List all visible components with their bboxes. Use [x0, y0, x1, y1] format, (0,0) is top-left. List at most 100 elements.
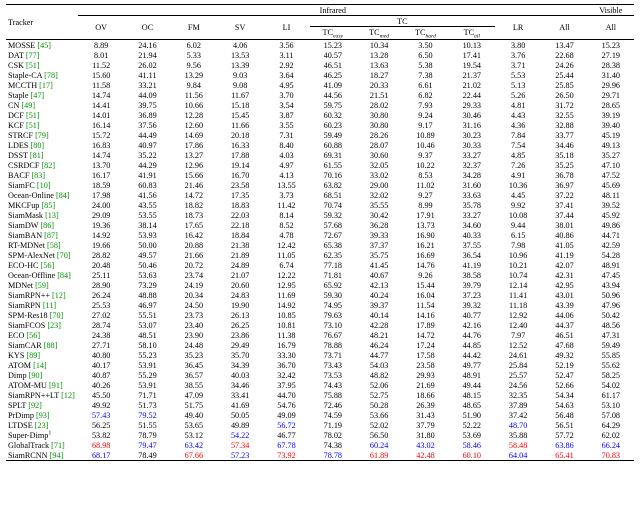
cell: 18.59 [78, 180, 124, 190]
cell: 15.23 [588, 40, 634, 51]
tracker-name: ECO-HC [56] [6, 260, 78, 270]
cell: 55.51 [124, 310, 170, 320]
cell: 26.13 [217, 310, 263, 320]
cell: 33.30 [263, 350, 309, 360]
cell: 70.83 [588, 450, 634, 461]
cell: 31.60 [449, 180, 495, 190]
cell: 9.24 [402, 110, 448, 120]
tracker-header: Tracker [6, 5, 78, 40]
cell: 40.26 [78, 380, 124, 390]
cell: 48.11 [588, 190, 634, 200]
cell: 71.71 [124, 390, 170, 400]
table-row: CSRDCF [82]13.7044.2912.9619.144.9761.55… [6, 160, 634, 170]
cell: 34.28 [449, 170, 495, 180]
cell: 30.33 [449, 140, 495, 150]
cell: 36.78 [541, 170, 587, 180]
cell: 12.95 [263, 280, 309, 290]
col-lr: LR [495, 16, 541, 40]
cell: 22.68 [541, 50, 587, 60]
cell: 30.80 [356, 120, 402, 130]
tracker-name: LDES [80] [6, 140, 78, 150]
cell: 56.25 [78, 420, 124, 430]
cell: 53.91 [124, 360, 170, 370]
cell: 49.09 [263, 410, 309, 420]
cell: 29.93 [402, 370, 448, 380]
cell: 47.31 [588, 330, 634, 340]
cell: 11.69 [263, 290, 309, 300]
cell: 15.66 [171, 170, 217, 180]
cell: 44.37 [541, 320, 587, 330]
col-ov: OV [78, 16, 124, 40]
cell: 59.32 [310, 210, 356, 220]
cell: 9.03 [217, 70, 263, 80]
col-fm: FM [171, 16, 217, 40]
tracker-name: KYS [89] [6, 350, 78, 360]
cell: 49.40 [171, 410, 217, 420]
cell: 37.89 [495, 400, 541, 410]
cell: 20.72 [171, 260, 217, 270]
cell: 7.98 [495, 240, 541, 250]
cell: 67.78 [263, 440, 309, 450]
cell: 24.89 [217, 260, 263, 270]
cell: 40.80 [78, 350, 124, 360]
tracker-name: SiamRPN++ [12] [6, 290, 78, 300]
tracker-name: SiamMask [13] [6, 210, 78, 220]
table-row: DCF [51]14.0136.8912.2815.453.8760.3230.… [6, 110, 634, 120]
cell: 20.34 [171, 290, 217, 300]
cell: 26.24 [78, 290, 124, 300]
cell: 30.23 [449, 130, 495, 140]
tracker-name: SiamRPN++LT [12] [6, 390, 78, 400]
table-row: MCCTH [17]11.5833.219.849.084.9541.0920.… [6, 80, 634, 90]
cell: 18.84 [217, 230, 263, 240]
tracker-name: SPM-AlexNet [70] [6, 250, 78, 260]
cell: 10.66 [171, 100, 217, 110]
cell: 11.67 [217, 90, 263, 100]
cell: 21.66 [171, 250, 217, 260]
cell: 8.40 [263, 140, 309, 150]
cell: 14.01 [78, 110, 124, 120]
cell: 24.26 [541, 60, 587, 70]
cell: 28.74 [78, 320, 124, 330]
cell: 32.02 [356, 190, 402, 200]
cell: 78.49 [124, 450, 170, 461]
cell: 10.21 [495, 260, 541, 270]
tracker-name: ECO [56] [6, 330, 78, 340]
cell: 11.05 [263, 250, 309, 260]
cell: 16.83 [78, 140, 124, 150]
cell: 41.05 [541, 240, 587, 250]
cell: 16.33 [217, 140, 263, 150]
cell: 3.54 [263, 100, 309, 110]
cell: 5.53 [495, 70, 541, 80]
tracker-name: LTDSE [23] [6, 420, 78, 430]
table-row: Super-Dimp153.8278.7953.1254.2246.7778.0… [6, 430, 634, 440]
cell: 39.75 [124, 100, 170, 110]
table-row: Dimp [90]40.8755.2936.5740.0332.4273.534… [6, 370, 634, 380]
cell: 13.70 [78, 160, 124, 170]
cell: 29.33 [449, 100, 495, 110]
cell: 57.08 [588, 410, 634, 420]
cell: 46.77 [263, 430, 309, 440]
cell: 43.94 [588, 280, 634, 290]
cell: 5.33 [171, 50, 217, 60]
cell: 23.86 [217, 330, 263, 340]
cell: 58.46 [449, 440, 495, 450]
cell: 41.09 [310, 80, 356, 90]
cell: 13.73 [402, 220, 448, 230]
cell: 52.02 [356, 420, 402, 430]
cell: 7.38 [402, 70, 448, 80]
cell: 10.13 [449, 40, 495, 51]
cell: 17.58 [402, 350, 448, 360]
tracker-name: BACF [83] [6, 170, 78, 180]
tracker-name: ATOM-MU [91] [6, 380, 78, 390]
table-row: SiamCAR [88]27.7158.1024.4829.4916.7978.… [6, 340, 634, 350]
cell: 10.34 [356, 40, 402, 51]
cell: 49.92 [78, 400, 124, 410]
cell: 40.87 [78, 370, 124, 380]
cell: 79.47 [124, 440, 170, 450]
table-row: Ocean-Offline [84]25.1153.6323.7421.0712… [6, 270, 634, 280]
cell: 74.59 [310, 410, 356, 420]
cell: 38.58 [449, 270, 495, 280]
cell: 28.82 [78, 250, 124, 260]
cell: 48.91 [588, 260, 634, 270]
cell: 56.50 [356, 430, 402, 440]
